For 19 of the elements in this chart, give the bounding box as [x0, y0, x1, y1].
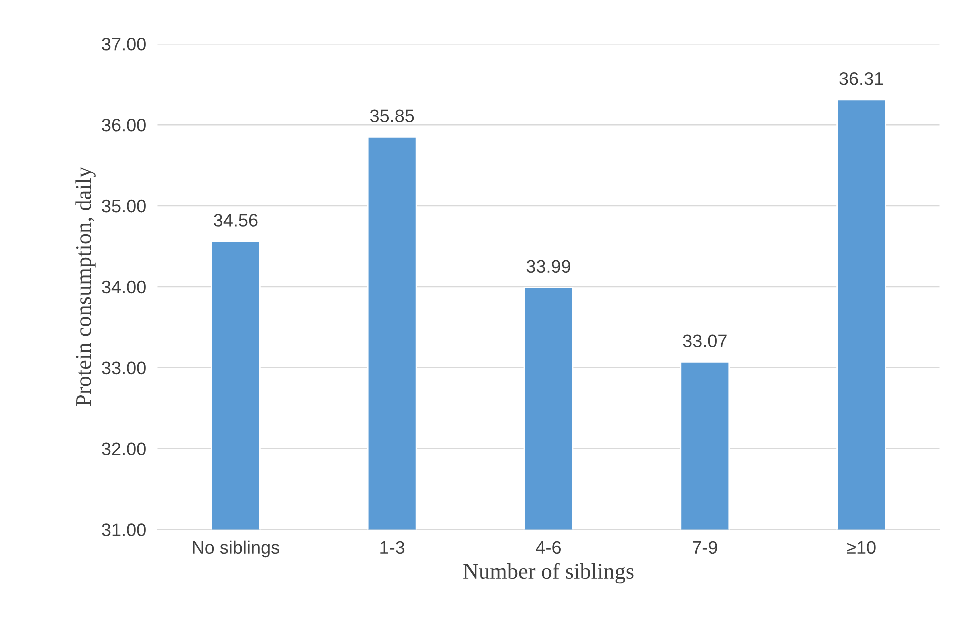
x-tick-label: 1-3	[380, 541, 405, 554]
y-tick-label: 34.00	[102, 280, 146, 294]
x-tick-label: 7-9	[693, 541, 718, 554]
y-tick-label: 35.00	[102, 200, 146, 213]
y-tick-label: 31.00	[102, 524, 146, 536]
x-axis-title: Number of siblings	[464, 563, 634, 584]
data-label: 35.85	[370, 110, 414, 122]
data-label: 36.31	[840, 72, 884, 86]
y-axis-title: Protein consumption, daily	[76, 166, 96, 406]
data-label: 34.56	[214, 214, 258, 227]
data-label: 33.99	[526, 260, 570, 274]
y-tick-label: 37.00	[102, 38, 146, 51]
y-tick-label: 32.00	[102, 442, 146, 456]
data-label: 33.07	[683, 334, 727, 348]
y-tick-label: 33.00	[102, 362, 146, 375]
y-tick-label: 36.00	[102, 118, 146, 132]
x-tick-label: No siblings	[193, 540, 280, 558]
x-tick-label: 4-6	[536, 541, 561, 554]
x-tick-label: ≥10	[847, 541, 876, 554]
